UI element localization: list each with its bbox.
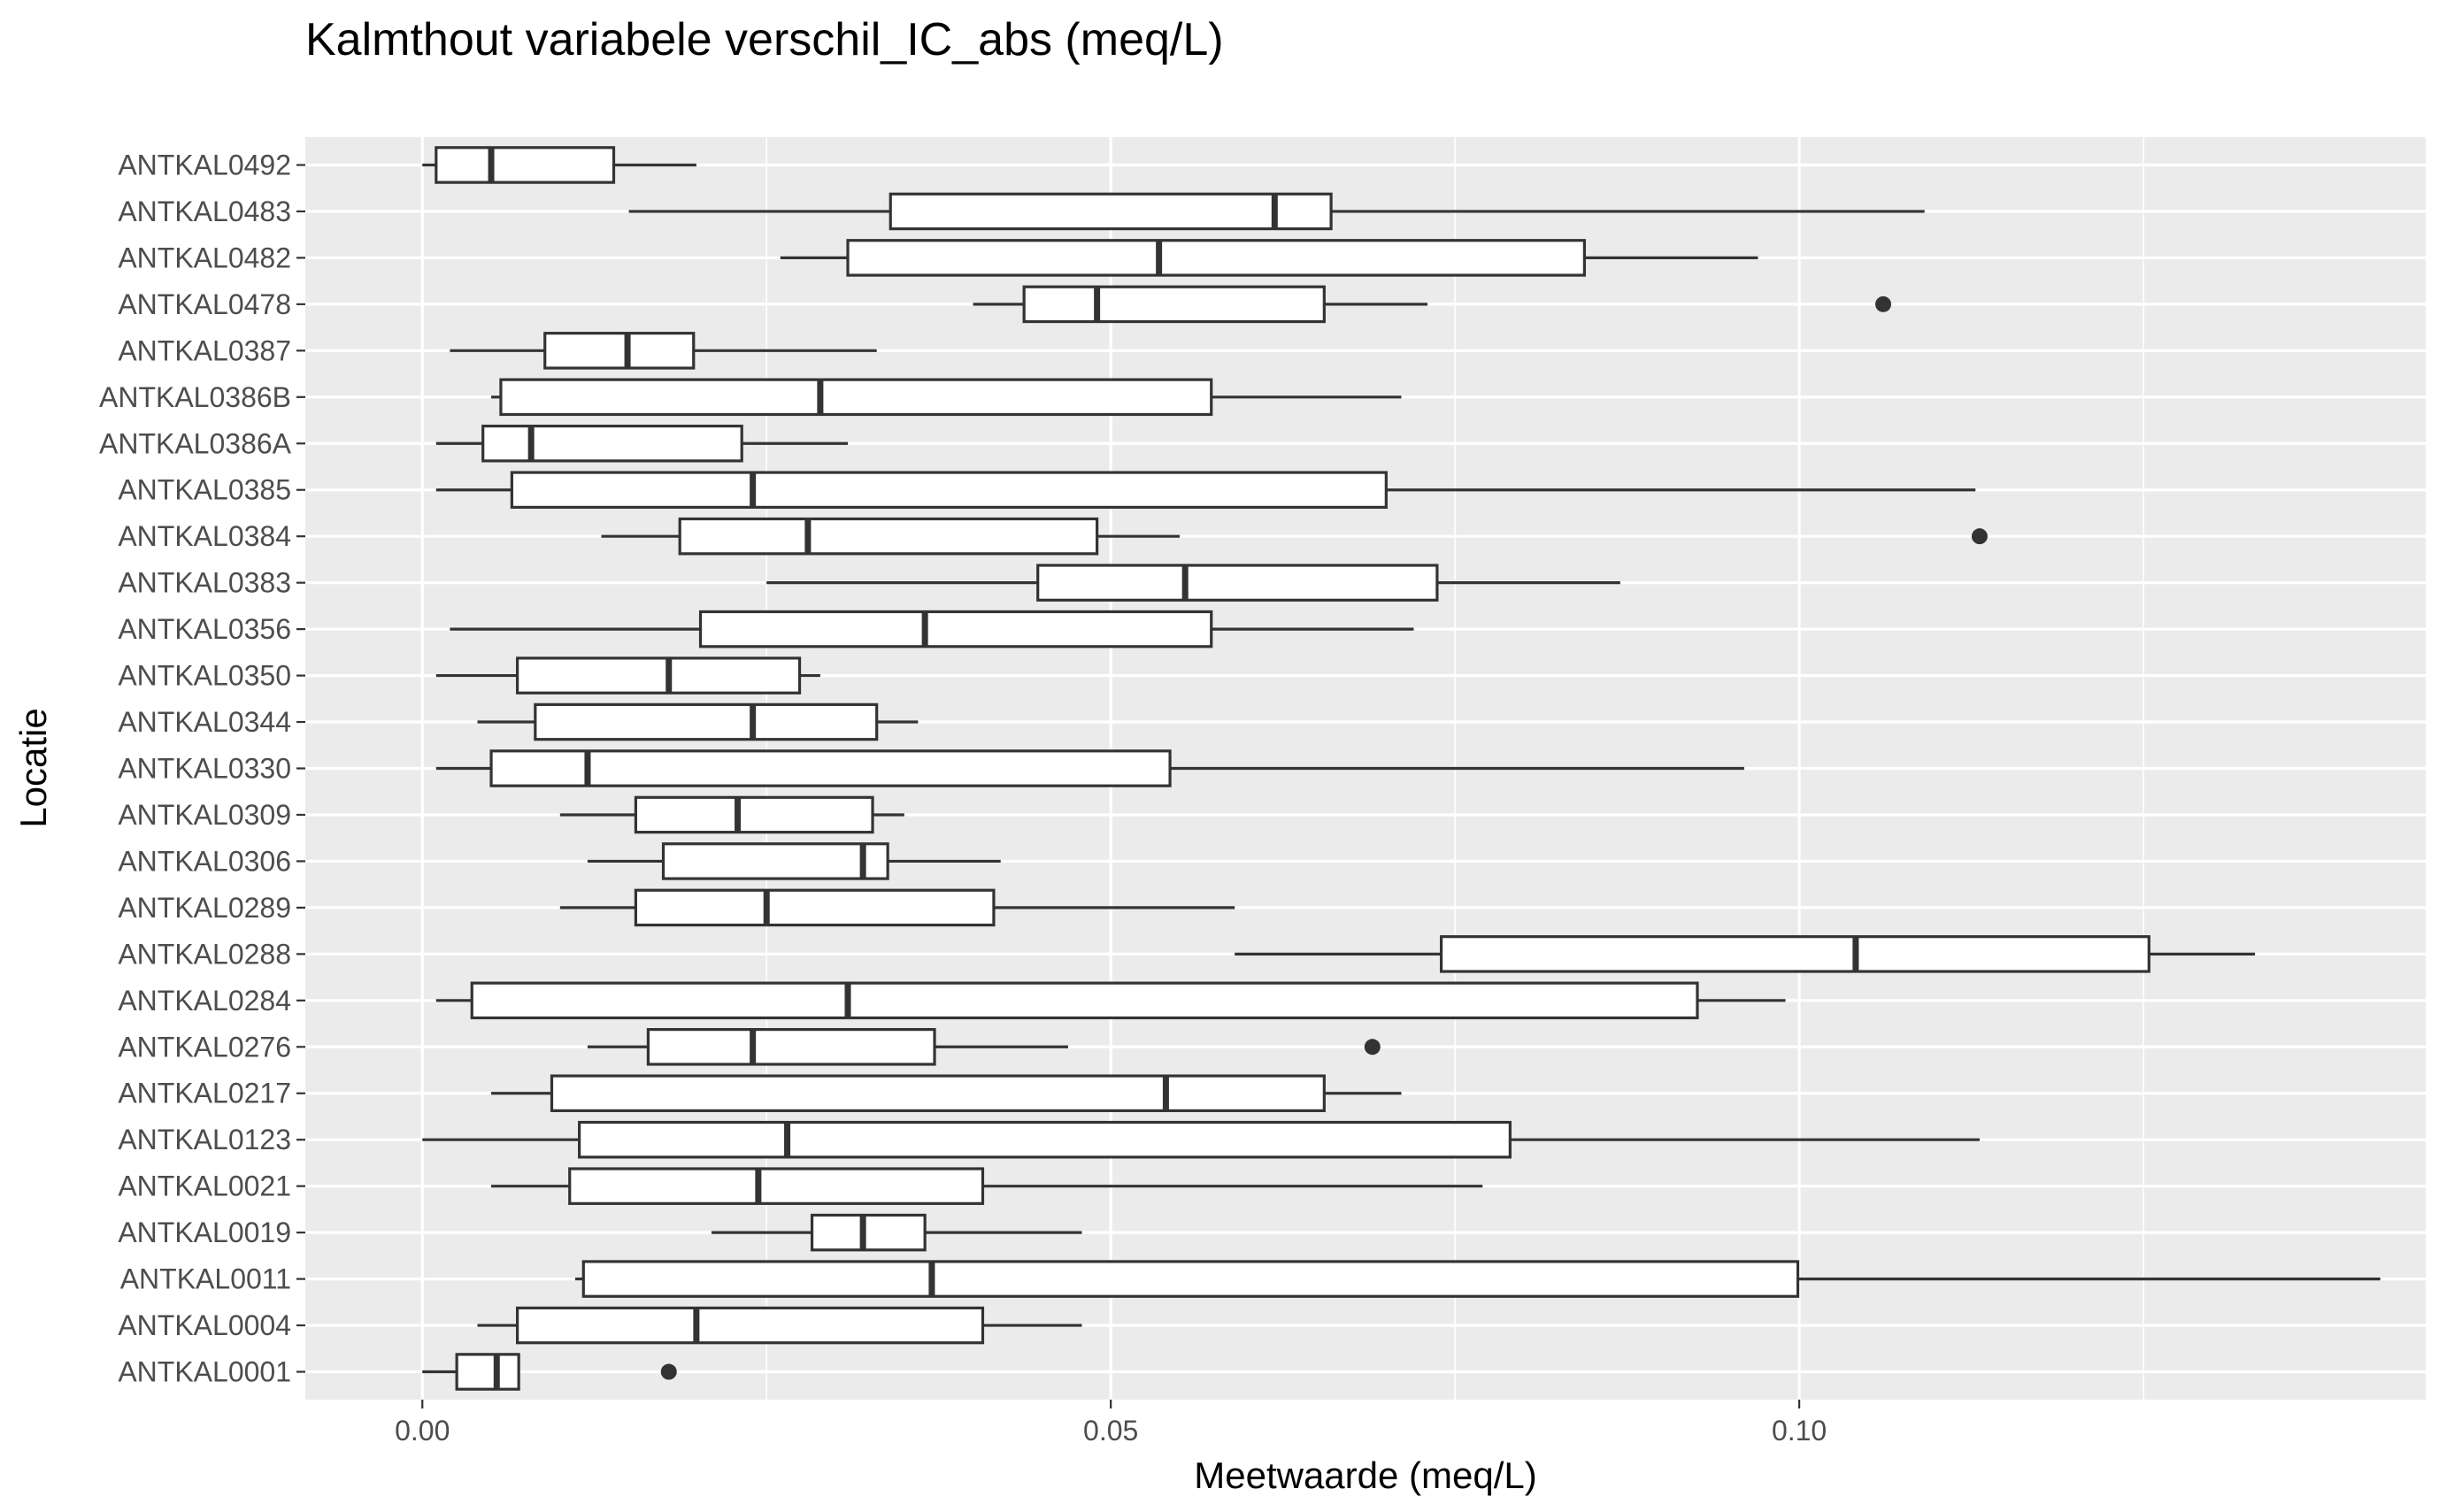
box-iqr	[550, 1074, 1326, 1113]
box-antkal0306	[587, 842, 1001, 880]
box-iqr	[455, 1353, 520, 1391]
y-tick-label: ANTKAL0386B	[99, 381, 291, 413]
box-iqr	[534, 702, 879, 741]
x-axis-title: Meetwaarde (meq/L)	[1194, 1454, 1537, 1496]
x-axis: 0.00 0.05 0.10	[395, 1400, 1827, 1447]
box-antkal0492	[422, 146, 696, 184]
box-antkal0344	[477, 702, 919, 741]
y-tick-label: ANTKAL0217	[118, 1078, 291, 1109]
box-antkal0356	[450, 610, 1414, 649]
y-tick-label: ANTKAL0387	[118, 334, 291, 366]
box-iqr	[846, 239, 1586, 277]
y-tick-label: ANTKAL0284	[118, 985, 291, 1017]
box-iqr	[543, 332, 696, 370]
box-iqr	[646, 1028, 936, 1066]
y-tick-label: ANTKAL0483	[118, 196, 291, 227]
outlier-point	[1874, 295, 1891, 312]
x-tick-label: 0.05	[1083, 1415, 1138, 1447]
box-iqr	[499, 378, 1213, 417]
y-tick-label: ANTKAL0482	[118, 242, 291, 273]
x-tick-label: 0.00	[395, 1415, 450, 1447]
box-antkal0217	[491, 1074, 1402, 1113]
box-iqr	[515, 1306, 985, 1345]
y-tick-label: ANTKAL0385	[118, 474, 291, 506]
y-axis-title: Locatie	[12, 708, 54, 827]
box-iqr	[634, 888, 996, 927]
box-antkal0384	[601, 517, 1988, 556]
box-iqr	[1439, 935, 2150, 973]
y-tick-label: ANTKAL0021	[118, 1170, 291, 1202]
box-antkal0011	[574, 1260, 2381, 1298]
box-antkal0482	[780, 239, 1758, 277]
box-antkal0385	[435, 471, 1976, 509]
box-antkal0288	[1235, 935, 2256, 973]
y-tick-label: ANTKAL0001	[118, 1356, 291, 1388]
box-antkal0387	[450, 332, 877, 370]
y-tick-label: ANTKAL0306	[118, 845, 291, 877]
y-tick-label: ANTKAL0289	[118, 892, 291, 924]
y-tick-label: ANTKAL0344	[118, 706, 291, 738]
box-iqr	[470, 981, 1699, 1020]
box-antkal0309	[559, 795, 904, 834]
box-antkal0330	[435, 749, 1744, 787]
y-tick-label: ANTKAL0350	[118, 660, 291, 692]
y-tick-label: ANTKAL0492	[118, 149, 291, 180]
y-tick-label: ANTKAL0019	[118, 1217, 291, 1248]
box-antkal0386a	[435, 424, 849, 463]
box-antkal0483	[628, 192, 1925, 231]
y-tick-label: ANTKAL0123	[118, 1124, 291, 1155]
box-iqr	[1036, 564, 1439, 602]
box-iqr	[515, 656, 802, 695]
y-tick-label: ANTKAL0383	[118, 567, 291, 599]
box-iqr	[489, 749, 1172, 787]
y-tick-label: ANTKAL0011	[120, 1263, 291, 1295]
box-iqr	[810, 1213, 927, 1252]
box-iqr	[510, 471, 1388, 509]
box-antkal0021	[491, 1167, 1483, 1205]
box-iqr	[435, 146, 616, 184]
y-axis: ANTKAL0001 ANTKAL0004 ANTKAL0011 ANTKAL0019…	[99, 149, 305, 1388]
box-iqr	[578, 1120, 1512, 1159]
outlier-point	[660, 1363, 677, 1380]
box-antkal0284	[435, 981, 1786, 1020]
y-tick-label: ANTKAL0478	[118, 288, 291, 320]
outlier-point	[1364, 1039, 1381, 1055]
x-tick-label: 0.10	[1772, 1415, 1827, 1447]
box-iqr	[634, 795, 874, 834]
box-iqr	[889, 192, 1333, 231]
boxes	[422, 146, 2381, 1391]
y-tick-label: ANTKAL0386A	[99, 427, 292, 459]
box-antkal0276	[587, 1028, 1381, 1066]
box-iqr	[661, 842, 889, 880]
y-tick-label: ANTKAL0276	[118, 1031, 291, 1063]
box-antkal0123	[422, 1120, 1980, 1159]
box-iqr	[1022, 285, 1326, 324]
y-tick-label: ANTKAL0356	[118, 613, 291, 645]
box-antkal0478	[973, 285, 1891, 324]
box-antkal0289	[559, 888, 1235, 927]
y-tick-label: ANTKAL0330	[118, 753, 291, 785]
box-iqr	[581, 1260, 1800, 1298]
y-tick-label: ANTKAL0384	[118, 520, 291, 552]
box-antkal0004	[477, 1306, 1082, 1345]
box-iqr	[481, 424, 743, 463]
box-antkal0350	[435, 656, 820, 695]
y-tick-label: ANTKAL0288	[118, 938, 291, 970]
box-antkal0001	[422, 1353, 677, 1391]
box-antkal0019	[711, 1213, 1082, 1252]
y-tick-label: ANTKAL0004	[118, 1309, 291, 1341]
box-iqr	[678, 517, 1099, 556]
box-iqr	[698, 610, 1213, 649]
outlier-point	[1971, 528, 1988, 545]
box-antkal0386b	[491, 378, 1402, 417]
box-antkal0383	[766, 564, 1620, 602]
box-iqr	[568, 1167, 985, 1205]
chart-title: Kalmthout variabele verschil_IC_abs (meq…	[305, 14, 1224, 65]
y-tick-label: ANTKAL0309	[118, 799, 291, 831]
